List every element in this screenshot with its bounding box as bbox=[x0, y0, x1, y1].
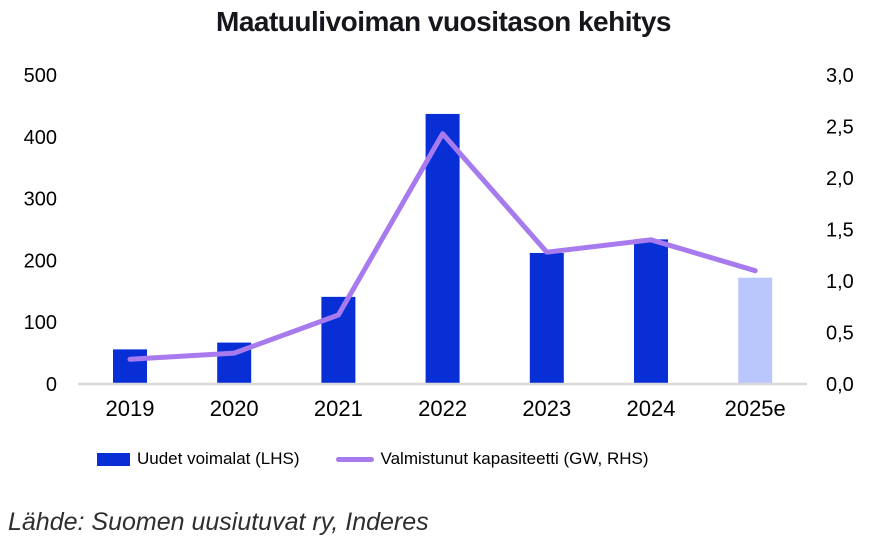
x-axis-category-label: 2021 bbox=[314, 396, 363, 421]
legend-line-label: Valmistunut kapasiteetti (GW, RHS) bbox=[380, 449, 649, 468]
left-axis-tick-label: 300 bbox=[24, 189, 57, 211]
legend-item-bars: Uudet voimalat (LHS) bbox=[97, 449, 300, 469]
left-axis-tick-label: 0 bbox=[46, 374, 57, 396]
x-axis-category-label: 2019 bbox=[106, 396, 155, 421]
x-axis-category-label: 2022 bbox=[418, 396, 467, 421]
right-axis-tick-label: 3,0 bbox=[826, 65, 854, 87]
bar bbox=[425, 113, 460, 385]
left-axis-tick-label: 200 bbox=[24, 250, 57, 272]
right-axis-tick-label: 0,0 bbox=[826, 374, 854, 396]
x-axis-category-label: 2024 bbox=[627, 396, 676, 421]
bar bbox=[113, 349, 147, 384]
left-axis-tick-label: 100 bbox=[24, 312, 57, 334]
right-axis-tick-label: 1,0 bbox=[826, 271, 854, 293]
left-axis-tick-label: 500 bbox=[24, 65, 57, 87]
chart-title: Maatuulivoiman vuositason kehitys bbox=[216, 6, 671, 37]
bar-series-swatch-icon bbox=[97, 452, 130, 466]
bar bbox=[321, 296, 356, 384]
bar-forecast bbox=[738, 277, 773, 384]
x-axis-category-label: 2025e bbox=[725, 396, 786, 421]
right-axis-tick-label: 2,0 bbox=[826, 168, 854, 190]
source-note: Lähde: Suomen uusiutuvat ry, Inderes bbox=[8, 508, 429, 536]
chart-legend: Uudet voimalat (LHS) Valmistunut kapasit… bbox=[97, 449, 649, 469]
legend-bars-label: Uudet voimalat (LHS) bbox=[137, 449, 300, 468]
left-axis-tick-label: 400 bbox=[24, 127, 57, 149]
right-axis-tick-label: 2,5 bbox=[826, 117, 854, 139]
bar bbox=[634, 239, 668, 384]
line-series bbox=[127, 131, 758, 362]
x-axis-category-label: 2023 bbox=[522, 396, 571, 421]
x-axis-category-label: 2020 bbox=[210, 396, 259, 421]
right-axis-tick-label: 1,5 bbox=[826, 220, 854, 242]
bar bbox=[529, 252, 564, 384]
line-series-swatch-icon bbox=[335, 456, 374, 462]
right-axis-tick-label: 0,5 bbox=[826, 323, 854, 345]
legend-item-line: Valmistunut kapasiteetti (GW, RHS) bbox=[335, 449, 649, 469]
